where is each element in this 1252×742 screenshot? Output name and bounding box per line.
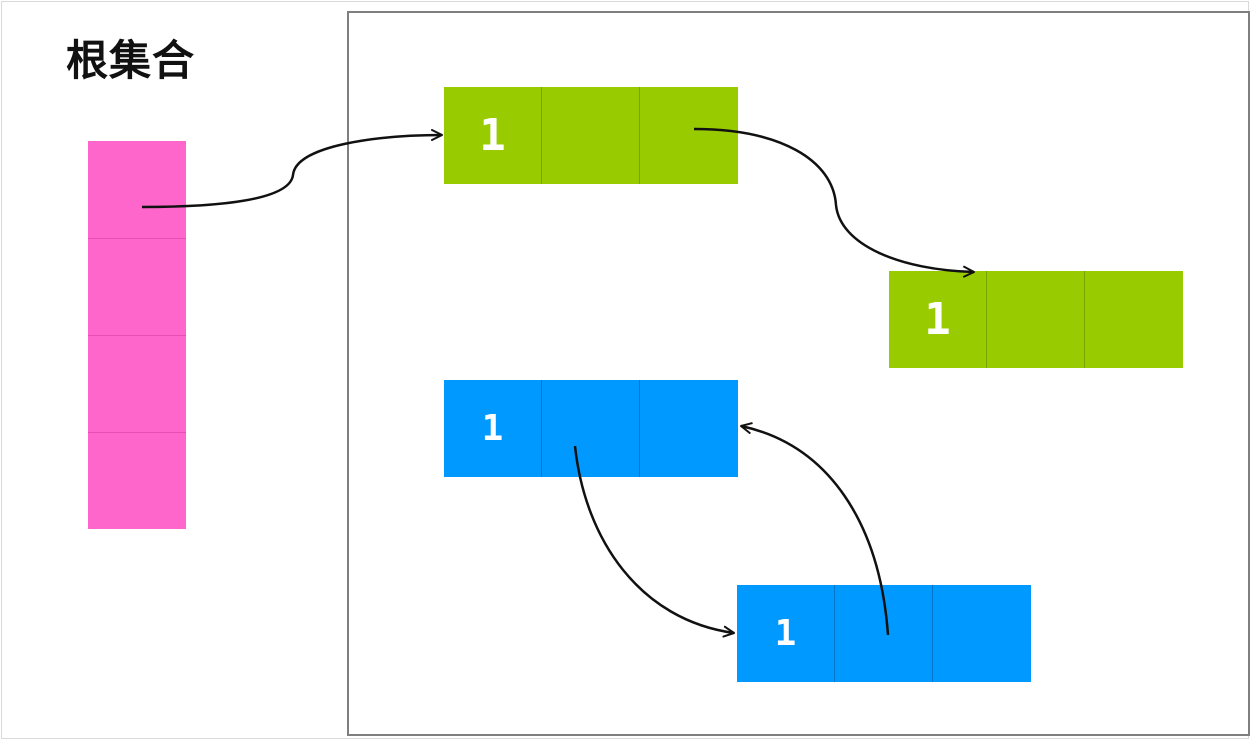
heap-area: [347, 11, 1250, 736]
ref-count: 1: [774, 613, 797, 654]
ref-count-cell: 1: [444, 87, 542, 184]
ref-count-cell: 1: [737, 585, 835, 682]
blue-object-2: 1: [737, 585, 1031, 682]
blue-object-1: 1: [444, 380, 738, 477]
field-cell: [987, 271, 1085, 368]
root-slot-3: [88, 335, 186, 432]
field-cell: [1085, 271, 1183, 368]
ref-count: 1: [479, 110, 506, 161]
field-cell: [542, 87, 640, 184]
field-cell: [835, 585, 933, 682]
field-cell: [640, 87, 738, 184]
root-set: [88, 141, 186, 531]
ref-count-cell: 1: [889, 271, 987, 368]
ref-count: 1: [481, 408, 504, 449]
ref-count: 1: [924, 294, 951, 345]
root-slot-2: [88, 238, 186, 335]
field-cell: [542, 380, 640, 477]
field-cell: [933, 585, 1031, 682]
ref-count-cell: 1: [444, 380, 542, 477]
green-object-1: 1: [444, 87, 738, 184]
root-set-title: 根集合: [66, 36, 196, 85]
green-object-2: 1: [889, 271, 1183, 368]
root-slot-4: [88, 432, 186, 529]
field-cell: [640, 380, 738, 477]
root-slot-1: [88, 141, 186, 238]
